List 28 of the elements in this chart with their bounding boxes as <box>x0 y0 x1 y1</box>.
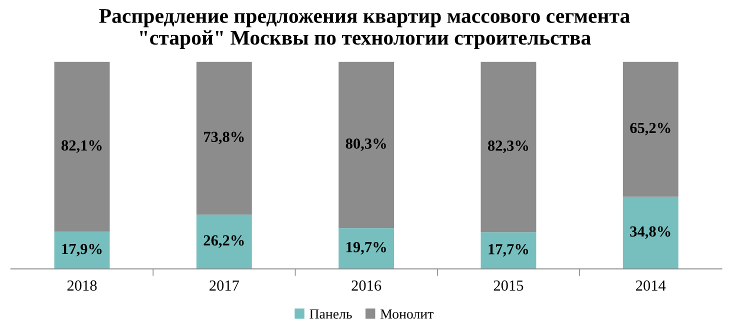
data-label: 80,3% <box>346 138 386 151</box>
data-label: 73,8% <box>204 132 244 144</box>
x-tick-label: 2016 <box>352 280 382 291</box>
data-label: 17,7% <box>488 244 528 257</box>
data-label: 19,7% <box>346 242 386 255</box>
bar <box>338 62 394 228</box>
bar <box>54 62 110 232</box>
x-tick-label: 2018 <box>67 280 97 291</box>
x-tick-label: 2014 <box>636 280 666 291</box>
x-tick-label: 2017 <box>210 280 240 291</box>
data-label: 65,2% <box>630 122 670 136</box>
data-label: 82,1% <box>62 140 102 153</box>
x-tick-label: 2015 <box>494 280 524 291</box>
bar <box>480 232 536 269</box>
data-label: 17,9% <box>62 244 102 256</box>
data-label: 82,3% <box>488 140 528 154</box>
legend-label: Панель <box>310 309 352 319</box>
bar <box>196 62 252 215</box>
bar <box>622 196 678 269</box>
chart-title: Распредление предложения квартир массового сегмента "старой" Москвы по технологии строительства <box>99 9 630 50</box>
data-label: 26,2% <box>204 235 244 248</box>
bar <box>54 232 110 269</box>
bar <box>338 228 394 269</box>
legend-label: Монолит <box>380 309 434 319</box>
bar <box>480 62 536 232</box>
data-label: 34,8% <box>630 226 670 239</box>
bar <box>196 214 252 269</box>
bar <box>622 62 678 197</box>
